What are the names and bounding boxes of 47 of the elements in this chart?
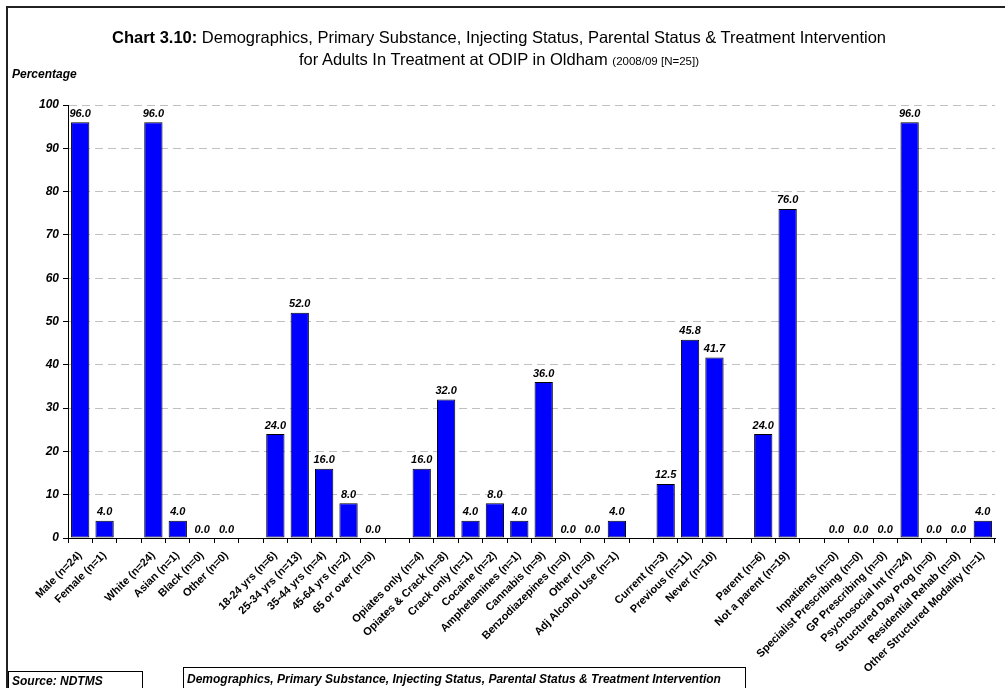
data-label: 96.0 — [898, 106, 922, 119]
source-note: Source: NDTMS — [8, 671, 143, 688]
data-label: 4.0 — [95, 505, 114, 518]
data-label: 0.0 — [877, 522, 894, 535]
data-label: 32.0 — [435, 383, 458, 396]
data-label: 16.0 — [411, 453, 434, 466]
data-label: 8.0 — [340, 487, 358, 500]
data-label: 8.0 — [487, 487, 504, 500]
y-tick-label: 10 — [45, 487, 60, 502]
y-tick-label: 100 — [38, 97, 60, 112]
y-tick-label: 40 — [44, 357, 60, 372]
data-label: 96.0 — [69, 106, 92, 119]
data-label: 16.0 — [313, 453, 336, 466]
data-label: 76.0 — [776, 193, 800, 206]
data-label: 4.0 — [608, 505, 626, 518]
chart-title: Chart 3.10: Demographics, Primary Substance, Injecting Status, Parental Status & Treatment Intervention for Adults In Treatment at ODIP in Oldham (2008/09 [N=25]) — [111, 28, 887, 68]
y-tick-label: 90 — [45, 140, 60, 155]
y-tick-label: 80 — [45, 183, 60, 198]
data-label: 45.8 — [678, 324, 702, 337]
data-label: 4.0 — [974, 505, 992, 518]
data-label: 4.0 — [461, 505, 480, 518]
data-label: 4.0 — [510, 505, 528, 518]
data-label: 24.0 — [263, 418, 287, 431]
data-label: 0.0 — [853, 522, 870, 535]
y-tick-label: 30 — [45, 400, 60, 415]
y-tick-label: 0 — [52, 530, 60, 545]
data-label: 4.0 — [169, 505, 187, 518]
data-label: 0.0 — [828, 522, 845, 535]
data-label: 24.0 — [751, 418, 775, 431]
data-label: 96.0 — [142, 106, 165, 119]
y-tick-label: 20 — [44, 443, 60, 458]
data-label: 36.0 — [532, 366, 556, 379]
data-label: 0.0 — [218, 522, 236, 535]
y-tick-label: 60 — [45, 270, 60, 285]
text: Demographics, Primary Substance, Injecting Status, Parental Status & Treatment Intervention — [183, 667, 746, 688]
data-label: 0.0 — [194, 522, 211, 535]
data-label: 0.0 — [950, 522, 967, 535]
y-axis-title: Percentage — [12, 67, 77, 81]
y-tick-label: 50 — [45, 313, 60, 328]
y-tick-label: 70 — [45, 227, 60, 242]
data-label: 0.0 — [584, 522, 602, 535]
data-label: 0.0 — [926, 522, 943, 535]
data-label: 41.7 — [702, 341, 727, 354]
data-label: 52.0 — [289, 297, 312, 310]
data-label: 12.5 — [654, 468, 678, 481]
data-label: 0.0 — [365, 522, 382, 535]
data-label: 0.0 — [560, 522, 577, 535]
